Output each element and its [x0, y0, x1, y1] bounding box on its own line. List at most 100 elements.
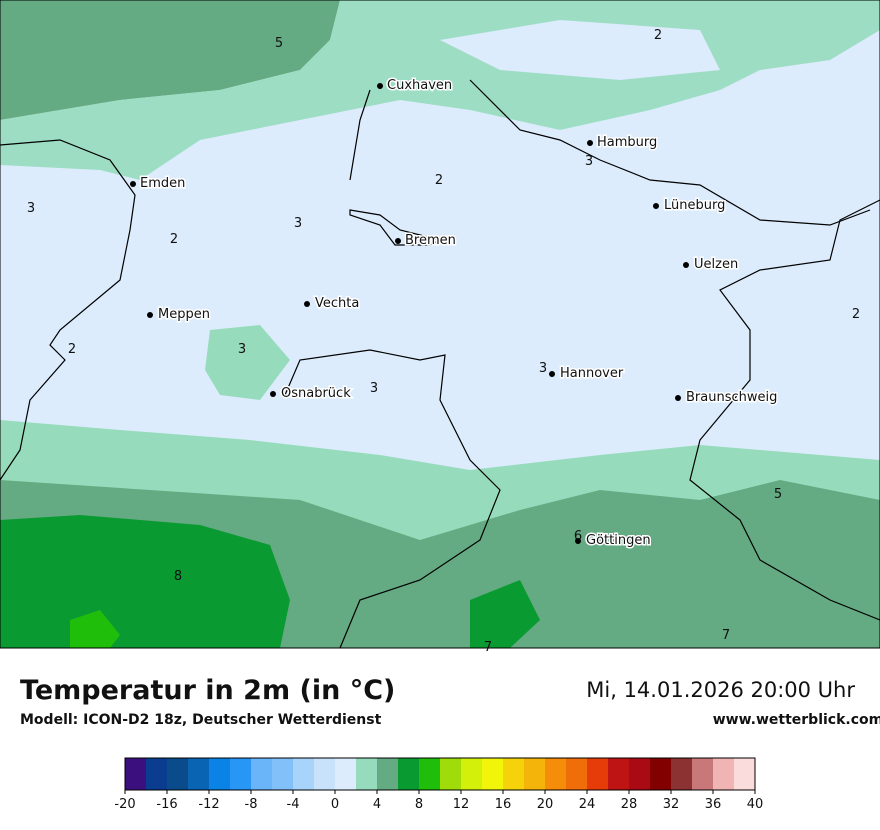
city-dot [575, 538, 581, 544]
isotherm-label: 3 [539, 361, 547, 376]
city-dot [675, 395, 681, 401]
colorbar-tick-label: 12 [453, 797, 470, 812]
city-dot [270, 391, 276, 397]
colorbar-tick-label: -4 [287, 797, 300, 812]
subtitle: Modell: ICON-D2 18z, Deutscher Wetterdie… [20, 712, 382, 728]
city-label: Göttingen [586, 533, 651, 548]
colorbar-segment [293, 758, 315, 790]
cool-area [440, 20, 720, 80]
isotherm-label: 3 [370, 381, 378, 396]
colorbar-tick-label: -20 [114, 797, 135, 812]
colorbar-segment [272, 758, 294, 790]
map-frame [0, 0, 880, 649]
colorbar-tick-label: 32 [663, 797, 680, 812]
isotherm-label: 2 [852, 307, 860, 322]
sea-area [0, 0, 340, 120]
colorbar-segment [356, 758, 378, 790]
city-dot [130, 181, 136, 187]
colorbar-segment [188, 758, 210, 790]
colorbar-segment [545, 758, 567, 790]
city-dot [377, 83, 383, 89]
colorbar-segment [419, 758, 441, 790]
isotherm-label: 2 [654, 28, 662, 43]
colorbar-segment [482, 758, 504, 790]
isotherm-label: 7 [722, 628, 730, 643]
colorbar-tick-label: 24 [579, 797, 596, 812]
colorbar-tick-label: 40 [747, 797, 764, 812]
colorbar-segment [587, 758, 609, 790]
colorbar-segment [629, 758, 651, 790]
colorbar-segment [209, 758, 231, 790]
colorbar-segment [461, 758, 483, 790]
colorbar-tick-label: 8 [415, 797, 423, 812]
colorbar-tick-label: 0 [331, 797, 339, 812]
colorbar-segment [566, 758, 588, 790]
colorbar-segment [650, 758, 672, 790]
warm-area [205, 325, 290, 400]
isotherm-label: 5 [275, 36, 283, 51]
colorbar-tick-label: 20 [537, 797, 554, 812]
isotherm-label: 2 [435, 173, 443, 188]
city-dot [304, 301, 310, 307]
city-dot [395, 238, 401, 244]
river-line [349, 79, 871, 226]
city-label: Bremen [405, 233, 456, 248]
river-line [349, 209, 442, 246]
city-dot [653, 203, 659, 209]
isotherm-label: 5 [774, 487, 782, 502]
colorbar-segment [335, 758, 357, 790]
colorbar-segment [146, 758, 168, 790]
colorbar-segment [503, 758, 525, 790]
city-label: Meppen [158, 307, 210, 322]
city-label: Emden [140, 176, 185, 191]
colorbar-segment [230, 758, 252, 790]
city-label: Osnabrück [281, 386, 351, 401]
colorbar-segment [440, 758, 462, 790]
border-line [284, 349, 501, 649]
warm-area [0, 515, 290, 648]
colorbar-segment [692, 758, 714, 790]
colorbar-segment [713, 758, 735, 790]
colorbar: -20 -16 -12 -8 -4 0 4 8 12 16 20 24 28 32 36 40 [114, 757, 764, 812]
colorbar-tick-label: 28 [621, 797, 638, 812]
city-label: Lüneburg [664, 198, 725, 213]
colorbar-tick-label: 36 [705, 797, 722, 812]
cities: Cuxhaven Hamburg Emden Lüneburg Bremen U… [130, 77, 779, 550]
warm-area [70, 610, 120, 648]
city-dot [549, 371, 555, 377]
city-label: Hannover [560, 366, 624, 381]
isotherm-label: 3 [585, 154, 593, 169]
colorbar-segment [524, 758, 546, 790]
city-dot [683, 262, 689, 268]
isotherm-label: 2 [68, 342, 76, 357]
colorbar-segment [167, 758, 189, 790]
isotherm-label: 3 [294, 216, 302, 231]
colorbar-tick-label: -16 [156, 797, 177, 812]
datetime: Mi, 14.01.2026 20:00 Uhr [586, 678, 855, 702]
colorbar-segment [671, 758, 693, 790]
colorbar-segment [377, 758, 399, 790]
city-label: Cuxhaven [387, 78, 452, 93]
city-dot [147, 312, 153, 318]
isotherm-label: 2 [170, 232, 178, 247]
city-label: Braunschweig [686, 390, 777, 405]
warm-area [470, 580, 540, 648]
isotherm-label: 7 [484, 640, 492, 655]
colorbar-tick-label: 4 [373, 797, 381, 812]
colorbar-segment [398, 758, 420, 790]
city-label: Uelzen [694, 257, 738, 272]
isotherm-label: 3 [27, 201, 35, 216]
isotherm-label: 8 [174, 569, 182, 584]
isotherm-labels: 5 2 3 2 3 3 2 2 2 3 3 3 5 6 8 7 7 [27, 28, 860, 655]
colorbar-frame [124, 757, 756, 791]
city-label: Hamburg [597, 135, 657, 150]
city-label: Vechta [315, 296, 359, 311]
colorbar-segment [251, 758, 273, 790]
title: Temperatur in 2m (in °C) [20, 675, 395, 706]
colorbar-segment [125, 758, 147, 790]
colorbar-tick-label: -12 [198, 797, 219, 812]
isotherm-label: 6 [574, 529, 582, 544]
website: www.wetterblick.com [713, 712, 880, 728]
isotherm-label: 3 [238, 342, 246, 357]
